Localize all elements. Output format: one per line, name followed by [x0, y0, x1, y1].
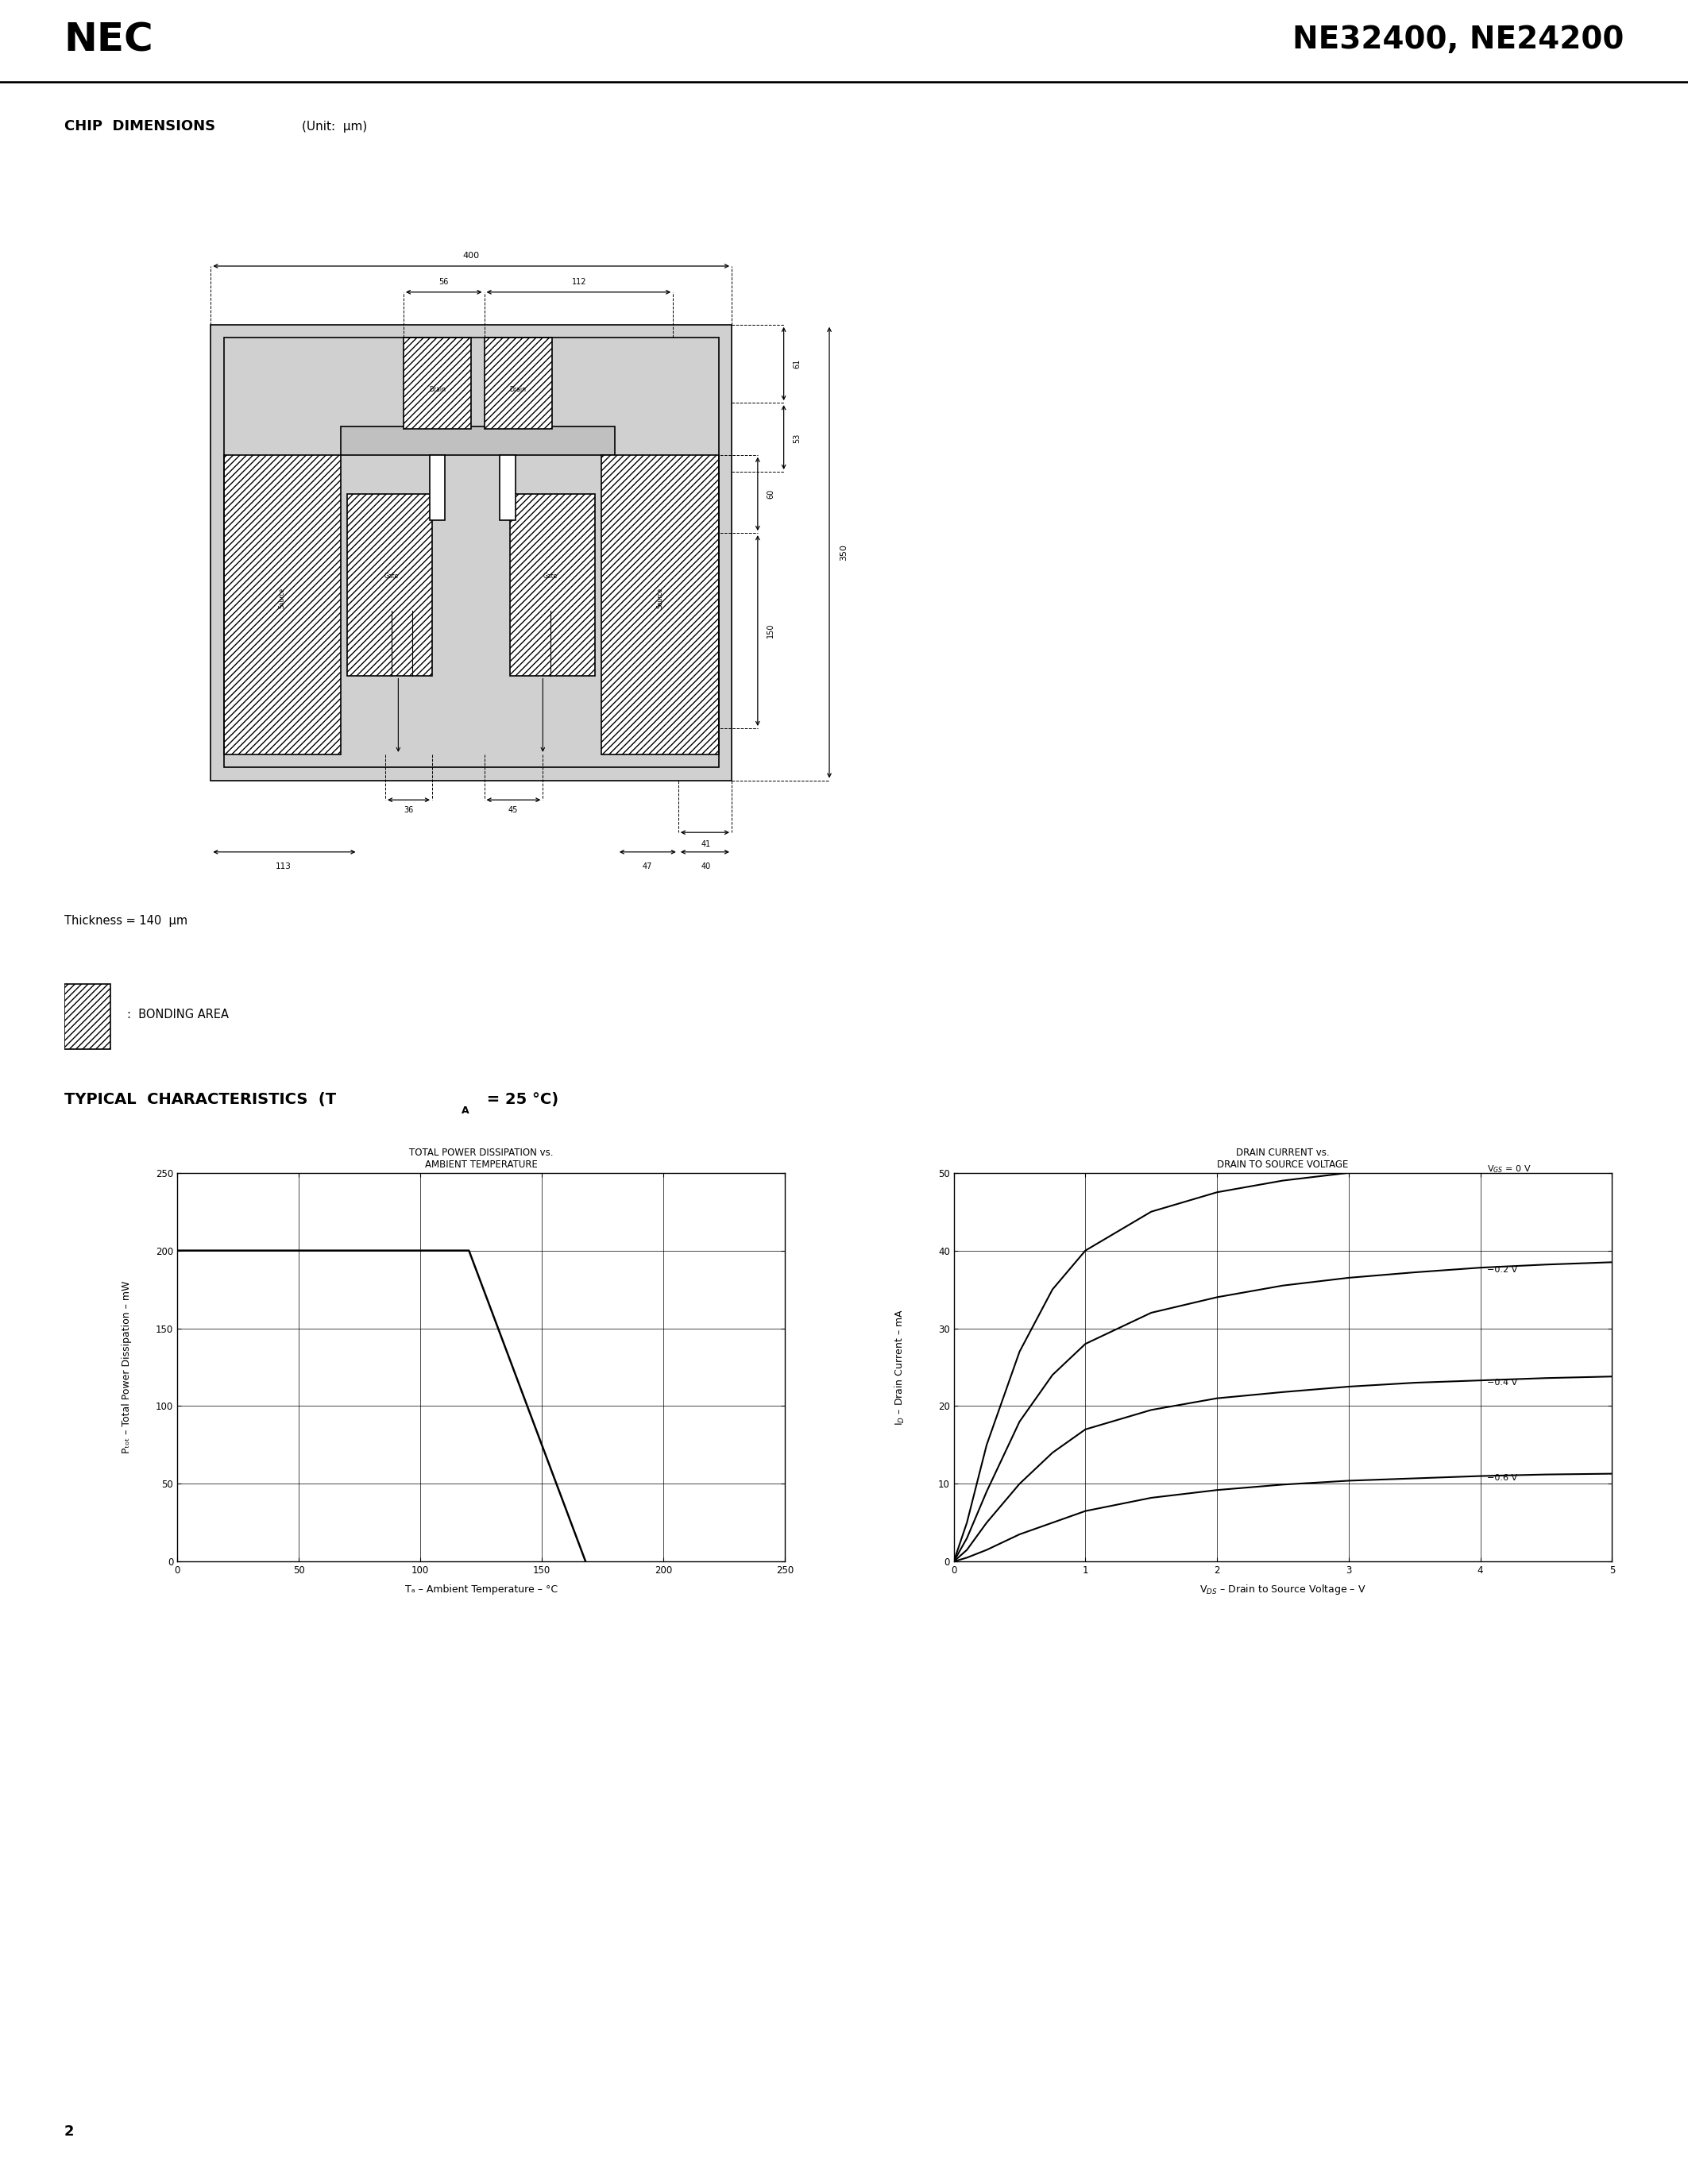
Text: 61: 61: [793, 358, 800, 369]
Title: DRAIN CURRENT vs.
DRAIN TO SOURCE VOLTAGE: DRAIN CURRENT vs. DRAIN TO SOURCE VOLTAG…: [1217, 1147, 1349, 1171]
Text: 36: 36: [403, 806, 414, 815]
Bar: [358, 539, 425, 612]
Text: −0.6 V: −0.6 V: [1487, 1474, 1518, 1481]
Text: 350: 350: [839, 544, 847, 561]
Text: 400: 400: [463, 251, 479, 260]
Text: 56: 56: [439, 277, 449, 286]
Text: Source: Source: [657, 587, 663, 609]
Text: 53: 53: [793, 432, 800, 443]
Text: 47: 47: [641, 863, 652, 871]
Bar: [341, 426, 614, 454]
Text: Gate: Gate: [385, 572, 398, 579]
Text: Drain: Drain: [510, 387, 527, 393]
Bar: [484, 339, 552, 428]
Text: = 25 °C): = 25 °C): [481, 1092, 559, 1107]
Text: 112: 112: [572, 277, 587, 286]
Text: Gate: Gate: [544, 572, 559, 579]
Text: (Unit:  μm): (Unit: μm): [302, 120, 368, 133]
Bar: [500, 454, 515, 520]
Text: Pₜₒₜ – Total Power Dissipation – mW: Pₜₒₜ – Total Power Dissipation – mW: [122, 1280, 132, 1455]
Bar: [510, 494, 594, 677]
Bar: [348, 494, 432, 677]
Bar: [429, 454, 446, 520]
Bar: [211, 325, 731, 780]
Bar: [601, 454, 719, 753]
Text: NE32400, NE24200: NE32400, NE24200: [1293, 24, 1624, 55]
Text: Drain: Drain: [429, 387, 446, 393]
Bar: [225, 454, 341, 753]
Text: Tₐ – Ambient Temperature – °C: Tₐ – Ambient Temperature – °C: [405, 1586, 557, 1594]
Bar: [64, 983, 111, 1048]
Text: TYPICAL  CHARACTERISTICS  (T: TYPICAL CHARACTERISTICS (T: [64, 1092, 336, 1107]
Text: :  BONDING AREA: : BONDING AREA: [128, 1009, 230, 1020]
Text: 150: 150: [766, 622, 775, 638]
Text: I$_D$ – Drain Current – mA: I$_D$ – Drain Current – mA: [893, 1308, 906, 1426]
Text: V$_{GS}$ = 0 V: V$_{GS}$ = 0 V: [1487, 1164, 1531, 1175]
Bar: [517, 539, 584, 612]
Bar: [365, 513, 417, 657]
Text: V$_{DS}$ – Drain to Source Voltage – V: V$_{DS}$ – Drain to Source Voltage – V: [1200, 1583, 1366, 1597]
Text: A: A: [461, 1105, 469, 1116]
Text: −0.4 V: −0.4 V: [1487, 1378, 1518, 1387]
Text: 45: 45: [508, 806, 518, 815]
Text: 40: 40: [701, 863, 711, 871]
Bar: [527, 513, 579, 657]
Text: −0.2 V: −0.2 V: [1487, 1267, 1518, 1273]
Text: 60: 60: [766, 489, 775, 498]
Text: CHIP  DIMENSIONS: CHIP DIMENSIONS: [64, 120, 214, 133]
Bar: [403, 339, 471, 428]
Text: NEC: NEC: [64, 22, 154, 59]
Text: 2: 2: [64, 2125, 74, 2138]
Text: 113: 113: [275, 863, 292, 871]
Text: Thickness = 140  μm: Thickness = 140 μm: [64, 915, 187, 926]
Bar: [225, 339, 719, 767]
Text: Source: Source: [279, 587, 285, 609]
Text: 41: 41: [701, 841, 711, 847]
Title: TOTAL POWER DISSIPATION vs.
AMBIENT TEMPERATURE: TOTAL POWER DISSIPATION vs. AMBIENT TEMP…: [408, 1147, 554, 1171]
